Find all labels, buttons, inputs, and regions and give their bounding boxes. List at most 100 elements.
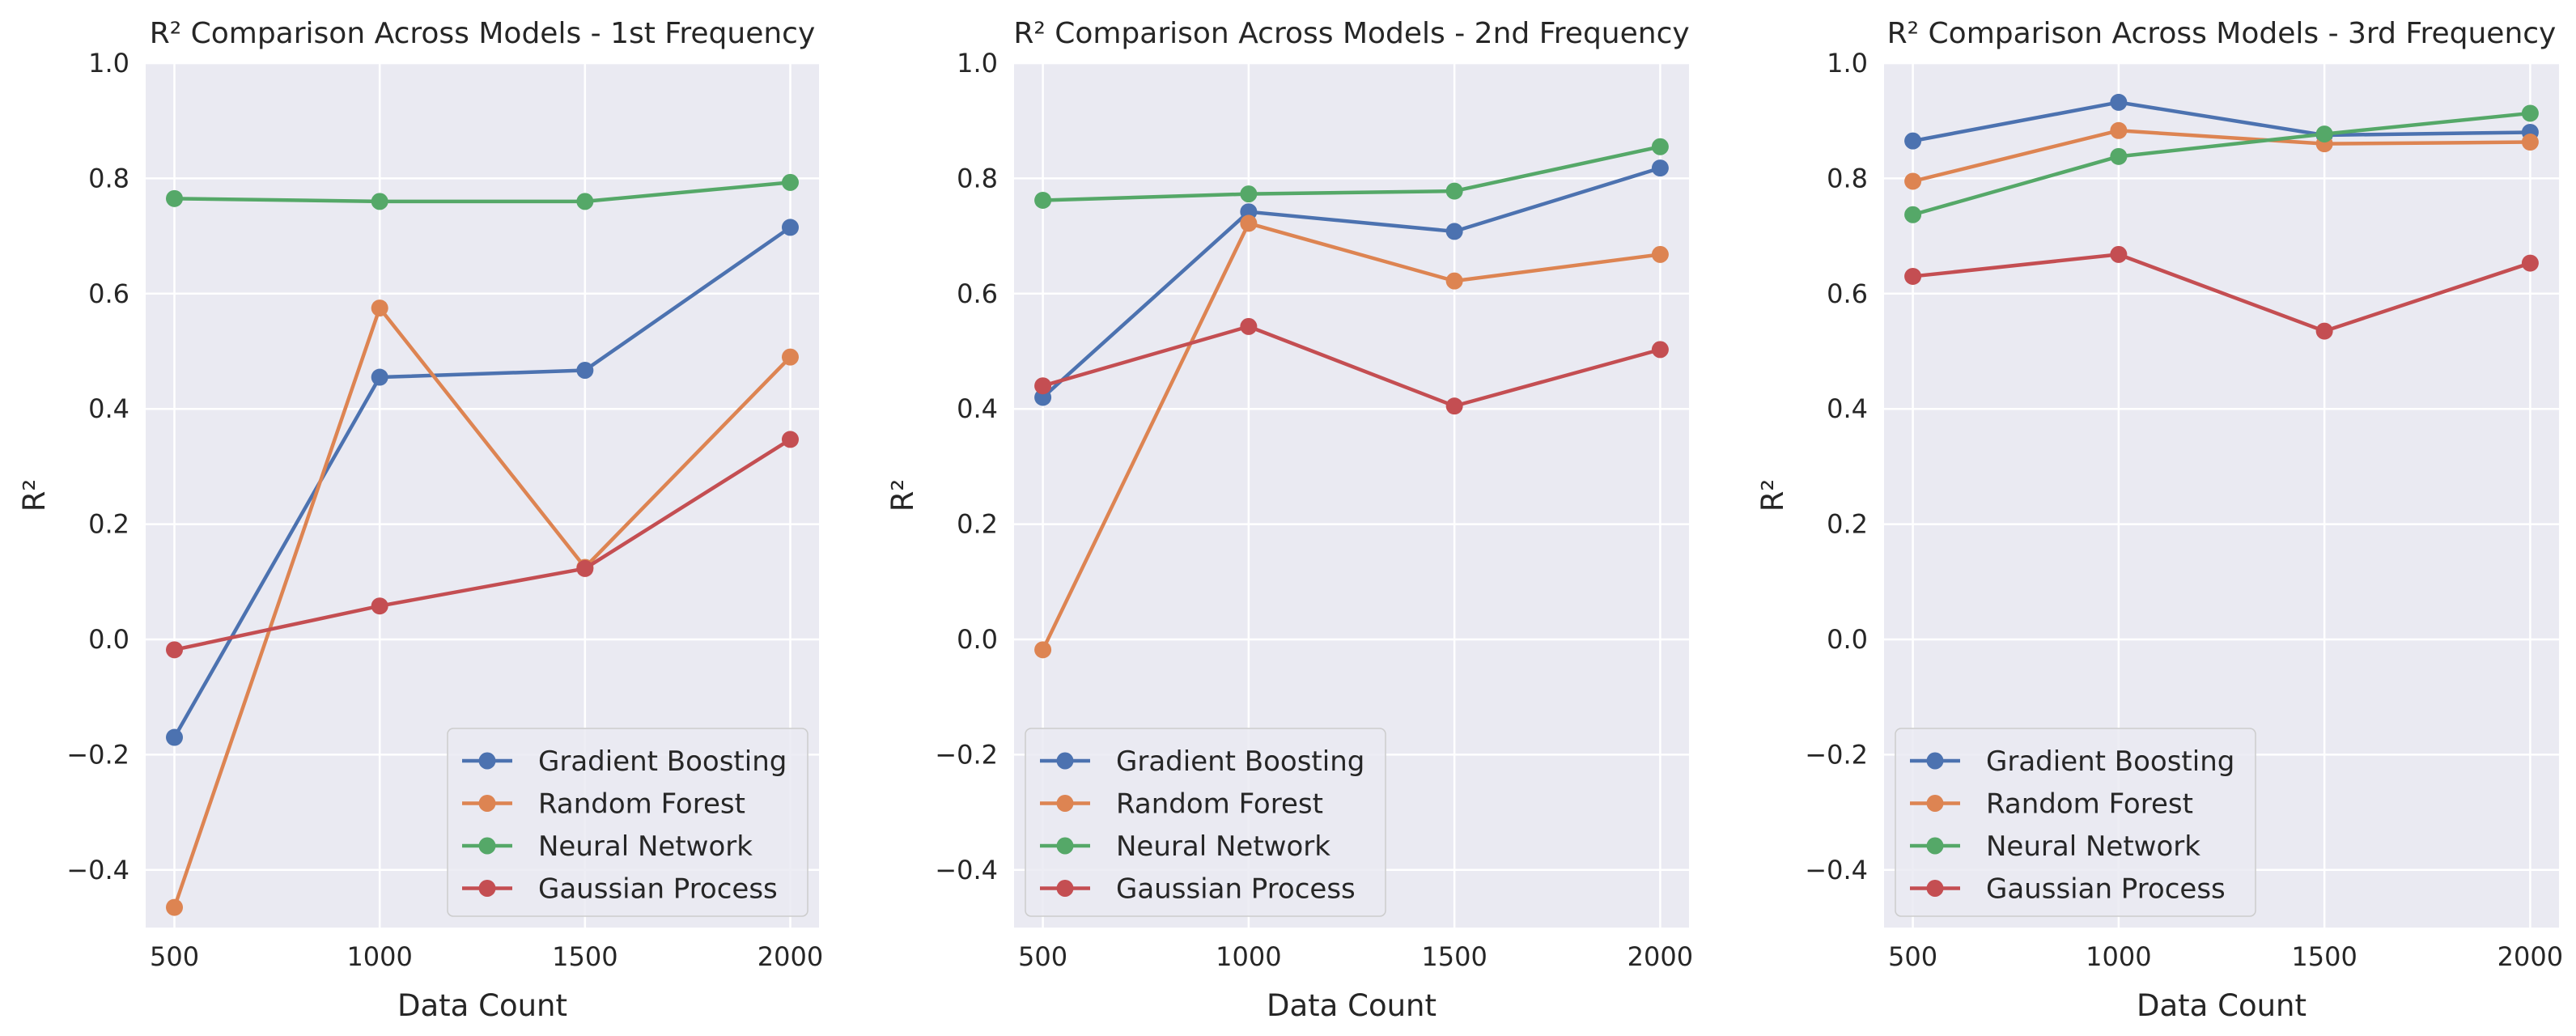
legend-label-gaussian-process: Gaussian Process bbox=[1116, 873, 1356, 906]
data-point-neural-network bbox=[1445, 182, 1463, 200]
data-point-random-forest bbox=[1904, 172, 1922, 190]
legend-marker-gradient-boosting bbox=[478, 752, 496, 770]
y-tick-label: −0.4 bbox=[935, 855, 998, 885]
series-line-neural-network bbox=[1912, 111, 2531, 217]
y-tick-label: 0.2 bbox=[957, 509, 998, 540]
data-point-random-forest bbox=[2521, 134, 2539, 151]
chart-title: R² Comparison Across Models - 3rd Freque… bbox=[1887, 17, 2557, 50]
data-point-gradient-boosting bbox=[1445, 223, 1463, 240]
data-point-neural-network bbox=[576, 193, 594, 210]
y-tick-label: −0.4 bbox=[66, 855, 129, 885]
series-line-gradient-boosting bbox=[1042, 166, 1661, 399]
x-axis-label: Data Count bbox=[1267, 988, 1437, 1023]
y-axis-label: R² bbox=[1755, 479, 1790, 512]
data-point-random-forest bbox=[1240, 214, 1258, 232]
legend: Gradient Boosting Random Forest Neural Net… bbox=[1025, 728, 1386, 917]
chart-panel-1: −0.4 −0.2 0.0 0.2 0.4 0.6 0.8 1.0 500 1000 1500 200… bbox=[17, 17, 823, 1023]
x-tick-label: 1000 bbox=[1216, 941, 1281, 972]
y-tick-label: 0.2 bbox=[1827, 509, 1868, 540]
data-point-gradient-boosting bbox=[1651, 159, 1669, 177]
data-point-gradient-boosting bbox=[576, 361, 594, 379]
legend-label-random-forest: Random Forest bbox=[538, 788, 745, 821]
data-point-gaussian-process bbox=[1240, 317, 1258, 335]
y-tick-label: −0.4 bbox=[1805, 855, 1868, 885]
data-point-gaussian-process bbox=[576, 559, 594, 577]
x-tick-label: 1500 bbox=[552, 941, 617, 972]
x-tick-label: 2000 bbox=[1628, 941, 1693, 972]
legend-marker-gradient-boosting bbox=[1926, 752, 1944, 770]
y-tick-label: 0.0 bbox=[957, 624, 998, 655]
y-tick-label: 0.4 bbox=[1827, 393, 1868, 424]
data-point-gradient-boosting bbox=[781, 219, 799, 236]
x-tick-label: 500 bbox=[1888, 941, 1937, 972]
data-point-random-forest bbox=[1445, 272, 1463, 290]
data-point-gaussian-process bbox=[2110, 245, 2128, 263]
data-point-random-forest bbox=[1034, 641, 1052, 659]
series-line-random-forest bbox=[1041, 221, 1661, 651]
x-tick-label: 1000 bbox=[346, 941, 412, 972]
data-point-neural-network bbox=[1034, 191, 1052, 209]
data-point-gaussian-process bbox=[1445, 397, 1463, 415]
y-axis-label: R² bbox=[17, 479, 52, 512]
y-axis-label: R² bbox=[885, 479, 920, 512]
data-point-gradient-boosting bbox=[166, 728, 184, 746]
legend-label-gradient-boosting: Gradient Boosting bbox=[538, 745, 787, 778]
series-line-random-forest bbox=[1912, 129, 2531, 184]
data-point-neural-network bbox=[1651, 138, 1669, 155]
y-tick-label: −0.2 bbox=[1805, 739, 1868, 770]
legend-box bbox=[1895, 728, 2256, 917]
data-point-gradient-boosting bbox=[1904, 132, 1922, 150]
chart-panel-3: −0.4 −0.2 0.0 0.2 0.4 0.6 0.8 1.0 500 1000 1500 200… bbox=[1755, 17, 2563, 1023]
data-point-neural-network bbox=[2315, 125, 2333, 143]
legend-label-gradient-boosting: Gradient Boosting bbox=[1986, 745, 2234, 778]
chart-title: R² Comparison Across Models - 1st Freque… bbox=[150, 17, 816, 50]
data-point-neural-network bbox=[2521, 104, 2539, 122]
legend-label-gaussian-process: Gaussian Process bbox=[538, 873, 778, 906]
x-axis-label: Data Count bbox=[397, 988, 567, 1023]
y-tick-label: 1.0 bbox=[957, 48, 998, 79]
data-point-random-forest bbox=[166, 898, 184, 916]
data-point-neural-network bbox=[1240, 185, 1258, 203]
legend-label-gradient-boosting: Gradient Boosting bbox=[1116, 745, 1364, 778]
series-line-gaussian-process bbox=[174, 438, 791, 652]
legend-label-neural-network: Neural Network bbox=[538, 830, 753, 863]
data-point-gradient-boosting bbox=[371, 368, 388, 386]
series-line-neural-network bbox=[1042, 145, 1661, 202]
x-axis-label: Data Count bbox=[2137, 988, 2307, 1023]
data-point-neural-network bbox=[2110, 147, 2128, 165]
y-tick-label: 0.6 bbox=[1827, 278, 1868, 309]
series-line-gaussian-process bbox=[1042, 325, 1661, 408]
y-tick-label: −0.2 bbox=[935, 739, 998, 770]
y-tick-label: 0.4 bbox=[957, 393, 998, 424]
legend-marker-gaussian-process bbox=[478, 880, 496, 897]
y-tick-label: 0.8 bbox=[1827, 163, 1868, 193]
series-line-neural-network bbox=[174, 180, 791, 204]
data-point-random-forest bbox=[371, 299, 388, 317]
legend: Gradient Boosting Random Forest Neural Net… bbox=[1895, 728, 2256, 917]
series-line-gaussian-process bbox=[1912, 253, 2531, 333]
y-tick-label: 1.0 bbox=[1827, 48, 1868, 79]
data-point-gaussian-process bbox=[781, 431, 799, 448]
data-point-gaussian-process bbox=[371, 597, 388, 615]
data-point-gaussian-process bbox=[1034, 377, 1052, 395]
data-point-random-forest bbox=[2110, 121, 2128, 139]
data-point-neural-network bbox=[371, 193, 388, 210]
y-tick-label: 0.8 bbox=[957, 163, 998, 193]
legend-marker-neural-network bbox=[1056, 837, 1074, 855]
data-point-random-forest bbox=[1651, 245, 1669, 263]
series-line-gradient-boosting bbox=[1912, 100, 2531, 143]
data-point-gaussian-process bbox=[1904, 267, 1922, 285]
y-tick-label: 0.6 bbox=[957, 278, 998, 309]
y-tick-label: 0.8 bbox=[88, 163, 129, 193]
x-tick-label: 2000 bbox=[2497, 941, 2563, 972]
legend-marker-neural-network bbox=[1926, 837, 1944, 855]
x-tick-label: 500 bbox=[150, 941, 199, 972]
y-tick-label: 0.0 bbox=[1827, 624, 1868, 655]
legend-label-random-forest: Random Forest bbox=[1116, 788, 1323, 821]
legend-label-neural-network: Neural Network bbox=[1116, 830, 1330, 863]
x-tick-label: 500 bbox=[1018, 941, 1067, 972]
data-point-neural-network bbox=[1904, 206, 1922, 223]
x-tick-label: 1500 bbox=[2291, 941, 2357, 972]
y-tick-label: 0.0 bbox=[88, 624, 129, 655]
